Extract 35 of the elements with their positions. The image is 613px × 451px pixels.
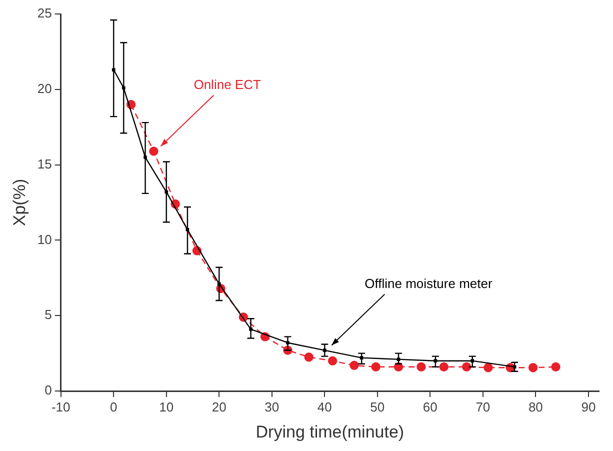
- point: [551, 362, 560, 372]
- point: [350, 360, 359, 370]
- point: [122, 86, 126, 90]
- x-tick-label: 30: [264, 399, 280, 414]
- x-tick-label: 0: [110, 399, 118, 414]
- point: [371, 362, 380, 372]
- point: [112, 68, 116, 72]
- point: [470, 359, 474, 362]
- point: [439, 362, 448, 372]
- y-tick-label: 20: [37, 80, 52, 96]
- x-tick-label: 80: [528, 399, 543, 414]
- point: [462, 362, 472, 372]
- point: [328, 356, 338, 366]
- x-tick-label: 70: [476, 399, 490, 414]
- point: [304, 352, 314, 362]
- point: [528, 363, 538, 372]
- x-tick-label: 90: [581, 399, 596, 414]
- point: [484, 363, 493, 372]
- x-tick-label: 50: [370, 399, 385, 414]
- y-tick-label: 5: [44, 307, 52, 322]
- x-tick-label: 60: [422, 399, 438, 414]
- x-axis-title: Drying time(minute): [256, 422, 404, 442]
- y-tick-label: 25: [37, 6, 52, 21]
- text: Offline moisture meter: [364, 276, 493, 291]
- x-tick-label: 10: [159, 399, 174, 414]
- y-tick-label: 0: [44, 382, 52, 398]
- y-axis-title: Xp(%): [10, 178, 29, 226]
- y-tick-label: 15: [37, 156, 52, 172]
- x-tick-label: 20: [212, 399, 226, 414]
- text: Online ECT: [194, 76, 261, 92]
- x-tick-label: -10: [51, 399, 70, 414]
- point: [149, 146, 158, 156]
- point: [416, 362, 426, 372]
- y-tick-label: 10: [37, 232, 52, 247]
- x-tick-label: 40: [317, 399, 332, 414]
